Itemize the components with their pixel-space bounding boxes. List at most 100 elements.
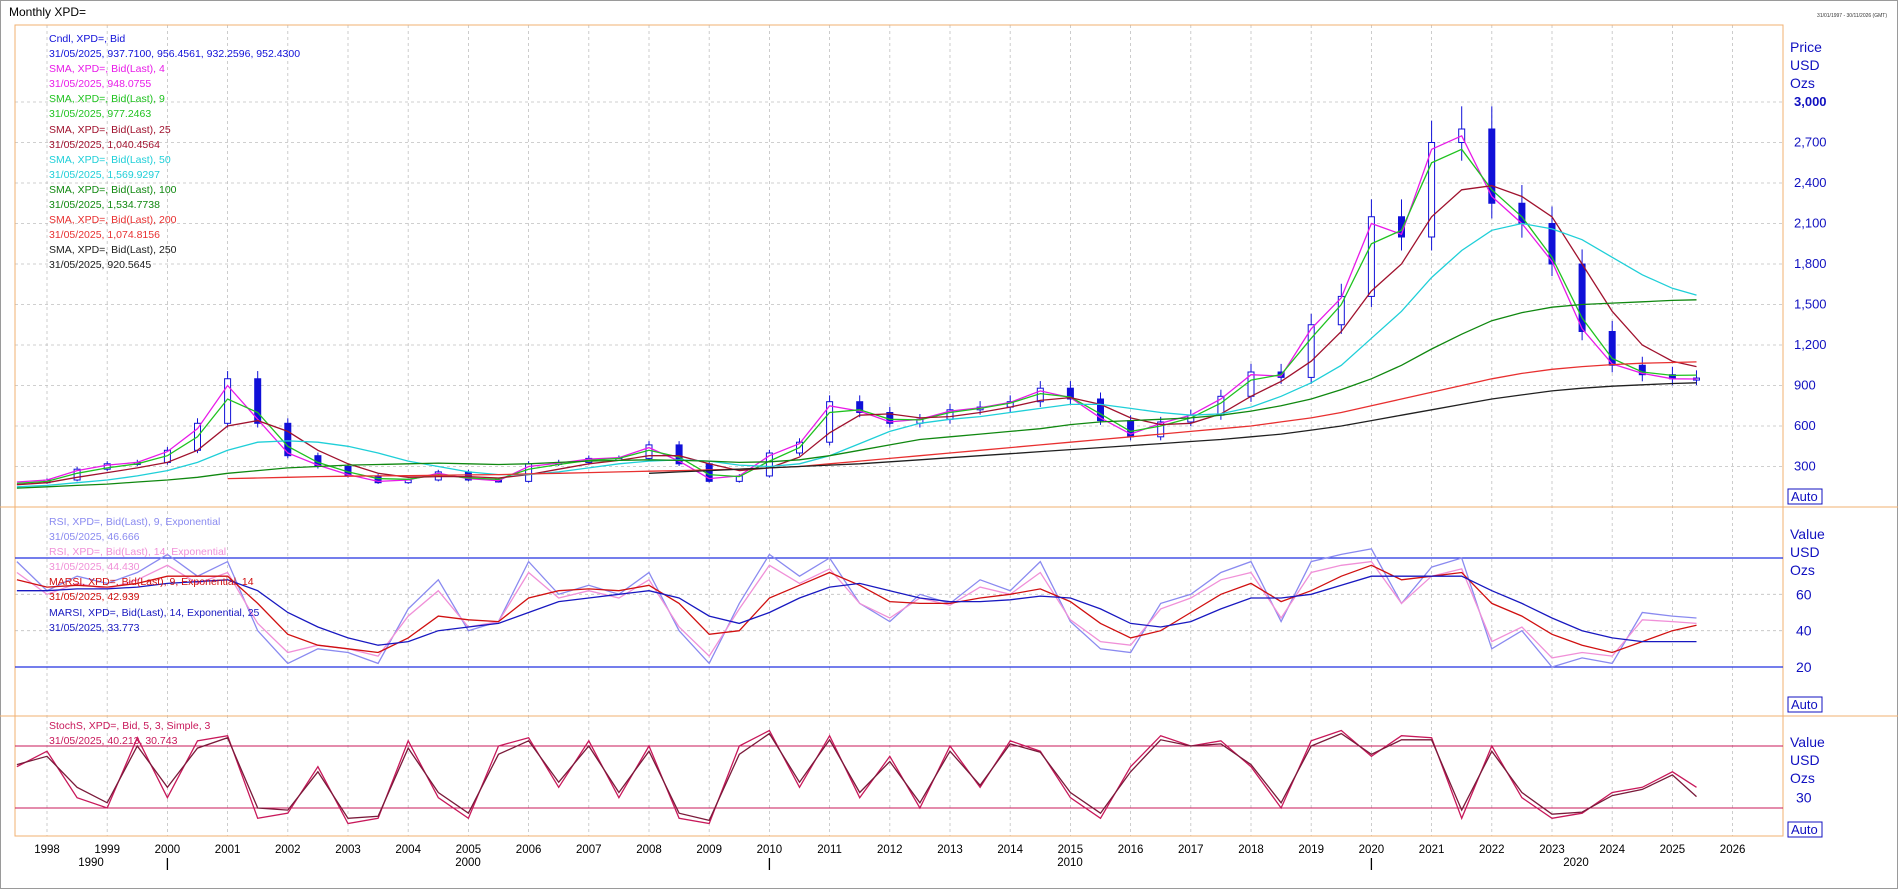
price-tick-label: 900 [1794, 378, 1816, 393]
price-series-line [16, 134, 1697, 483]
price-tick-label: 3,000 [1794, 94, 1827, 109]
legend-entry: SMA, XPD=, Bid(Last), 4 [49, 63, 165, 76]
x-tick-label: 2005 [456, 844, 482, 856]
x-tick-label: 2012 [877, 844, 903, 856]
legend-entry: StochS, XPD=, Bid, 5, 3, Simple, 3 [49, 720, 211, 732]
candle-body [1157, 421, 1165, 438]
legend-entry: 31/05/2025, 40.213, 30.743 [49, 735, 178, 748]
legend-entry: 31/05/2025, 948.0755 [49, 78, 152, 91]
price-axis-title: USD [1790, 57, 1820, 73]
legend-entry: SMA, XPD=, Bid(Last), 200 [49, 214, 177, 227]
price-axis-title: Ozs [1790, 75, 1815, 91]
stoch-tick-label: 30 [1796, 790, 1812, 806]
legend-entry: 31/05/2025, 1,040.4564 [49, 138, 160, 151]
chart-title: Monthly XPD= [9, 5, 87, 19]
price-axis-title: Price [1790, 39, 1822, 55]
x-tick-label: 2004 [395, 844, 421, 856]
price-tick-label: 600 [1794, 418, 1816, 433]
x-tick-label: 2007 [576, 844, 602, 856]
price-tick-label: 1,800 [1794, 256, 1827, 271]
candle-body [1428, 142, 1436, 238]
x-tick-label: 2002 [275, 844, 301, 856]
price-tick-label: 1,500 [1794, 297, 1827, 312]
date-range-label: 31/01/1997 - 30/11/2026 (GMT) [1817, 13, 1887, 19]
candle-body [1307, 324, 1315, 378]
x-tick-label: 2019 [1298, 844, 1324, 856]
candle-body [103, 463, 111, 470]
price-series-line [16, 299, 1697, 489]
auto-scale-button[interactable]: Auto [1787, 696, 1823, 713]
rsi-axis-title: Value [1790, 526, 1825, 542]
stoch-axis-title: Ozs [1790, 770, 1815, 786]
stoch-series-line [16, 732, 1697, 822]
x-tick-label: 2025 [1660, 844, 1686, 856]
auto-scale-button[interactable]: Auto [1787, 488, 1823, 505]
x-tick-label: 2006 [516, 844, 542, 856]
legend-entry: Cndl, XPD=, Bid [49, 33, 126, 45]
rsi-series-line [16, 548, 1697, 668]
rsi-axis-title: USD [1790, 544, 1820, 560]
price-tick-label: 1,200 [1794, 337, 1827, 352]
candle-body [826, 401, 834, 443]
x-tick-label: 2017 [1178, 844, 1204, 856]
auto-button-label: Auto [1791, 822, 1818, 837]
x-tick-label: 2008 [636, 844, 662, 856]
legend-entry: 31/05/2025, 920.5645 [49, 259, 152, 272]
legend-entry: SMA, XPD=, Bid(Last), 25 [49, 123, 171, 136]
legend-entry: SMA, XPD=, Bid(Last), 50 [49, 153, 171, 166]
x-tick-label: 2010 [757, 844, 783, 856]
x-tick-label: 2026 [1720, 844, 1746, 856]
legend-entry: RSI, XPD=, Bid(Last), 14, Exponential [49, 546, 227, 559]
x-tick-label: 2009 [696, 844, 722, 856]
legend-entry: RSI, XPD=, Bid(Last), 9, Exponential [49, 516, 221, 528]
x-tick-label: 2000 [155, 844, 181, 856]
legend-entry: SMA, XPD=, Bid(Last), 9 [49, 93, 165, 106]
x-tick-label: 2023 [1539, 844, 1565, 856]
rsi-series-line [16, 564, 1697, 654]
x-tick-label: 1998 [34, 844, 60, 856]
plot-border [14, 24, 1784, 837]
series-layer [15, 106, 1783, 825]
x-tick-label: 2018 [1238, 844, 1264, 856]
x-tick-label: 2016 [1118, 844, 1144, 856]
auto-button-box [1787, 488, 1823, 505]
legend-entry: MARSI, XPD=, Bid(Last), 9, Exponential, … [49, 576, 254, 589]
rsi-series-line [16, 575, 1697, 646]
legend-entry: 31/05/2025, 33.773 [49, 621, 140, 634]
x-decade-label: 2020 [1563, 857, 1589, 869]
rsi-series-line [16, 560, 1697, 659]
price-tick-label: 300 [1794, 459, 1816, 474]
x-tick-label: 2015 [1058, 844, 1084, 856]
auto-button-label: Auto [1791, 697, 1818, 712]
auto-button-box [1787, 696, 1823, 713]
legend-entry: 31/05/2025, 1,074.8156 [49, 229, 160, 242]
legend-entry: 31/05/2025, 44.430 [49, 561, 140, 574]
x-tick-label: 2001 [215, 844, 241, 856]
axis-layer: 300 600 900 1,200 1,500 1,800 2,100 2,400 2,700 3… [34, 39, 1827, 870]
x-tick-label: 2014 [997, 844, 1023, 856]
candle-body [856, 401, 864, 414]
candle-body [1548, 223, 1556, 265]
stoch-axis-title: USD [1790, 752, 1820, 768]
candle-body [1608, 331, 1616, 366]
x-tick-label: 2020 [1359, 844, 1385, 856]
price-tick-label: 2,400 [1794, 175, 1827, 190]
x-tick-label: 1999 [94, 844, 120, 856]
x-tick-label: 2024 [1599, 844, 1625, 856]
candle-body [675, 444, 683, 465]
auto-button-label: Auto [1791, 489, 1818, 504]
stoch-axis-title: Value [1790, 734, 1825, 750]
x-tick-label: 2021 [1419, 844, 1445, 856]
x-tick-label: 2003 [335, 844, 361, 856]
legend-entry: SMA, XPD=, Bid(Last), 100 [49, 183, 177, 196]
rsi-tick-label: 20 [1796, 659, 1812, 675]
price-series-line [16, 222, 1697, 488]
x-decade-label: 2000 [455, 857, 481, 869]
x-decade-label: 1990 [78, 857, 104, 869]
legend-entry: 31/05/2025, 1,569.9297 [49, 168, 160, 181]
candle-body [1066, 387, 1074, 400]
auto-scale-button[interactable]: Auto [1787, 821, 1823, 838]
price-series-line [16, 148, 1697, 485]
